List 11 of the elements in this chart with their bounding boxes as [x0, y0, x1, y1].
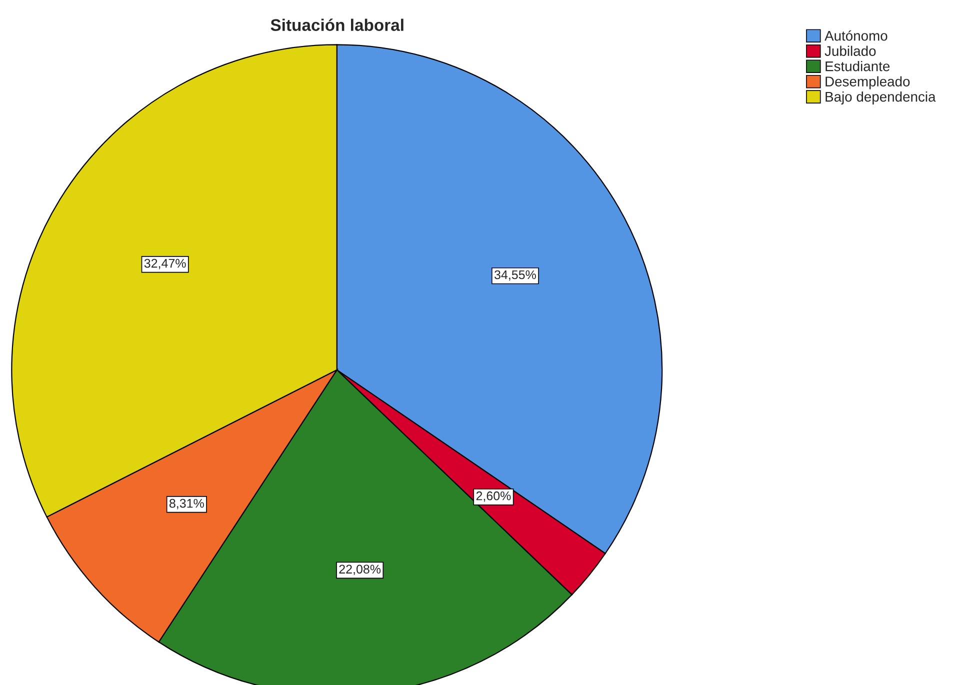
legend-label: Bajo dependencia [826, 92, 936, 104]
data-label: 32,47% [144, 258, 186, 270]
data-label: 2,60% [476, 491, 511, 502]
chart-title: Situación laboral [270, 18, 404, 31]
data-label: 22,08% [339, 564, 381, 576]
legend-label: Desempleado [826, 76, 910, 90]
legend-label: Estudiante [826, 61, 890, 72]
data-label: 8,31% [169, 498, 204, 510]
data-label: 34,55% [494, 270, 536, 281]
legend-label: Autónomo [824, 30, 888, 41]
legend-label: Jubilado [824, 46, 876, 56]
